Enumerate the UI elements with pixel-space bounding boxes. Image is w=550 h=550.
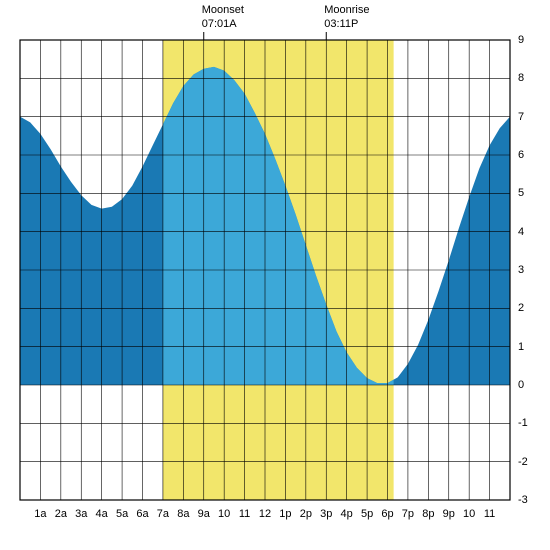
- x-tick-label: 3p: [320, 508, 332, 520]
- y-tick-label: -2: [518, 456, 528, 468]
- x-tick-label: 1p: [279, 508, 291, 520]
- moonset-label: Moonset07:01A: [202, 4, 244, 32]
- x-tick-label: 2a: [55, 508, 67, 520]
- x-tick-label: 12: [259, 508, 271, 520]
- x-tick-label: 8p: [422, 508, 434, 520]
- x-tick-label: 9a: [198, 508, 210, 520]
- x-tick-label: 9p: [443, 508, 455, 520]
- x-tick-label: 7a: [157, 508, 169, 520]
- x-tick-label: 10: [218, 508, 230, 520]
- moonset-time: 07:01A: [202, 18, 244, 32]
- chart-svg: [0, 0, 550, 550]
- moonrise-title: Moonrise: [324, 4, 369, 18]
- y-tick-label: 5: [518, 187, 524, 199]
- y-tick-label: 2: [518, 302, 524, 314]
- y-tick-label: 8: [518, 72, 524, 84]
- moonrise-label: Moonrise03:11P: [324, 4, 369, 32]
- x-tick-label: 6p: [381, 508, 393, 520]
- grid: [20, 40, 510, 500]
- x-tick-label: 11: [484, 508, 495, 520]
- moonrise-time: 03:11P: [324, 18, 369, 32]
- y-tick-label: 3: [518, 264, 524, 276]
- y-tick-label: 6: [518, 149, 524, 161]
- x-tick-label: 4a: [96, 508, 108, 520]
- y-tick-label: -3: [518, 494, 528, 506]
- tide-chart: Moonset07:01A Moonrise03:11P 1a 2a 3a 4a 5a 6a 7…: [0, 0, 550, 550]
- y-tick-label: 9: [518, 34, 524, 46]
- x-tick-label: 1a: [34, 508, 46, 520]
- x-tick-label: 3a: [75, 508, 87, 520]
- x-tick-label: 5a: [116, 508, 128, 520]
- x-tick-label: 7p: [402, 508, 414, 520]
- x-tick-label: 4p: [341, 508, 353, 520]
- x-tick-label: 6a: [136, 508, 148, 520]
- moonset-title: Moonset: [202, 4, 244, 18]
- x-tick-label: 8a: [177, 508, 189, 520]
- x-tick-label: 2p: [300, 508, 312, 520]
- y-tick-label: 4: [518, 226, 524, 238]
- x-tick-label: 5p: [361, 508, 373, 520]
- y-tick-label: 1: [518, 341, 524, 353]
- y-tick-label: -1: [518, 417, 528, 429]
- x-tick-label: 10: [463, 508, 475, 520]
- x-tick-label: 11: [239, 508, 250, 520]
- y-tick-label: 0: [518, 379, 524, 391]
- y-tick-label: 7: [518, 111, 524, 123]
